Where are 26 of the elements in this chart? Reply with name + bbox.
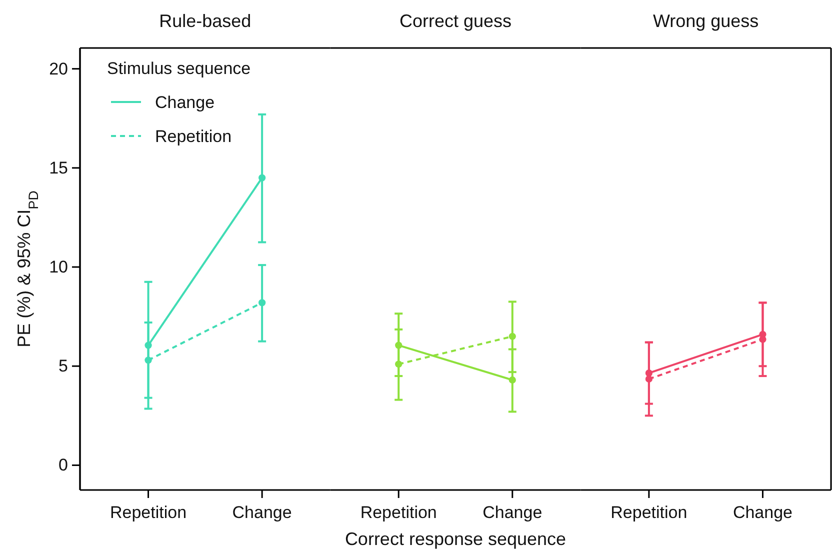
x-axis-title: Correct response sequence (344, 529, 566, 549)
x-tick-label: Repetition (610, 503, 688, 522)
point (395, 360, 402, 368)
x-tick-label: Change (232, 503, 292, 522)
point (258, 299, 266, 306)
chart-title: Correct guess (399, 11, 512, 31)
x-tick-label: Change (482, 503, 542, 522)
chart-title: Rule-based (159, 11, 252, 31)
y-tick-label: 20 (49, 59, 68, 78)
legend-label: Change (155, 93, 215, 112)
x-tick-label: Repetition (360, 503, 437, 522)
point (759, 336, 766, 343)
x-tick-label: Repetition (110, 503, 187, 522)
x-tick-label: Change (732, 503, 793, 522)
point (508, 332, 516, 340)
y-tick-label: 15 (49, 158, 68, 178)
point (144, 356, 152, 364)
chart-title: Wrong guess (652, 11, 759, 31)
y-tick-label: 0 (58, 456, 68, 475)
point (645, 375, 653, 383)
point (258, 174, 266, 182)
point (508, 376, 516, 384)
y-tick-label: 5 (58, 356, 68, 376)
legend-title: Stimulus sequence (107, 59, 251, 78)
y-tick-label: 10 (49, 257, 68, 276)
legend-label: Repetition (155, 127, 232, 146)
